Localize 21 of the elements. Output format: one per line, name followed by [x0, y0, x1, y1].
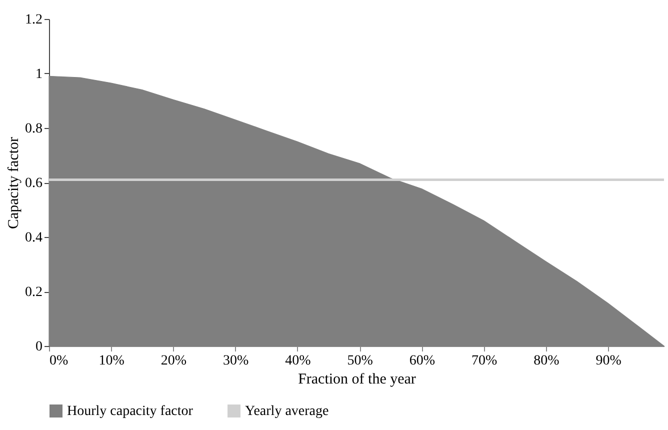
y-tick-label: 1	[36, 67, 42, 82]
x-tick-label: 60%	[409, 354, 436, 368]
y-tick-label: 0.6	[25, 176, 42, 191]
y-tick-label: 1.2	[25, 12, 42, 28]
y-tick-label: 0.8	[25, 122, 42, 136]
x-tick-label: 40%	[285, 354, 312, 368]
x-tick-label: 0%	[50, 354, 68, 368]
legend-label: Yearly average	[245, 404, 329, 419]
x-tick-label: 70%	[472, 354, 498, 368]
y-tick-label: 0	[36, 340, 42, 354]
x-axis-title: Fraction of the year	[298, 372, 416, 388]
x-tick-label: 80%	[534, 354, 560, 368]
legend-label: Hourly capacity factor	[67, 404, 194, 419]
x-tick-label: 30%	[223, 354, 250, 368]
x-tick-label: 50%	[347, 354, 374, 368]
y-tick-label: 0.2	[25, 285, 42, 300]
y-axis-title: Capacity factor	[6, 136, 22, 230]
y-tick-label: 0.4	[25, 230, 42, 246]
x-tick-label: 20%	[160, 354, 187, 368]
x-tick-label: 10%	[98, 354, 125, 368]
x-tick-label: 90%	[596, 354, 622, 368]
